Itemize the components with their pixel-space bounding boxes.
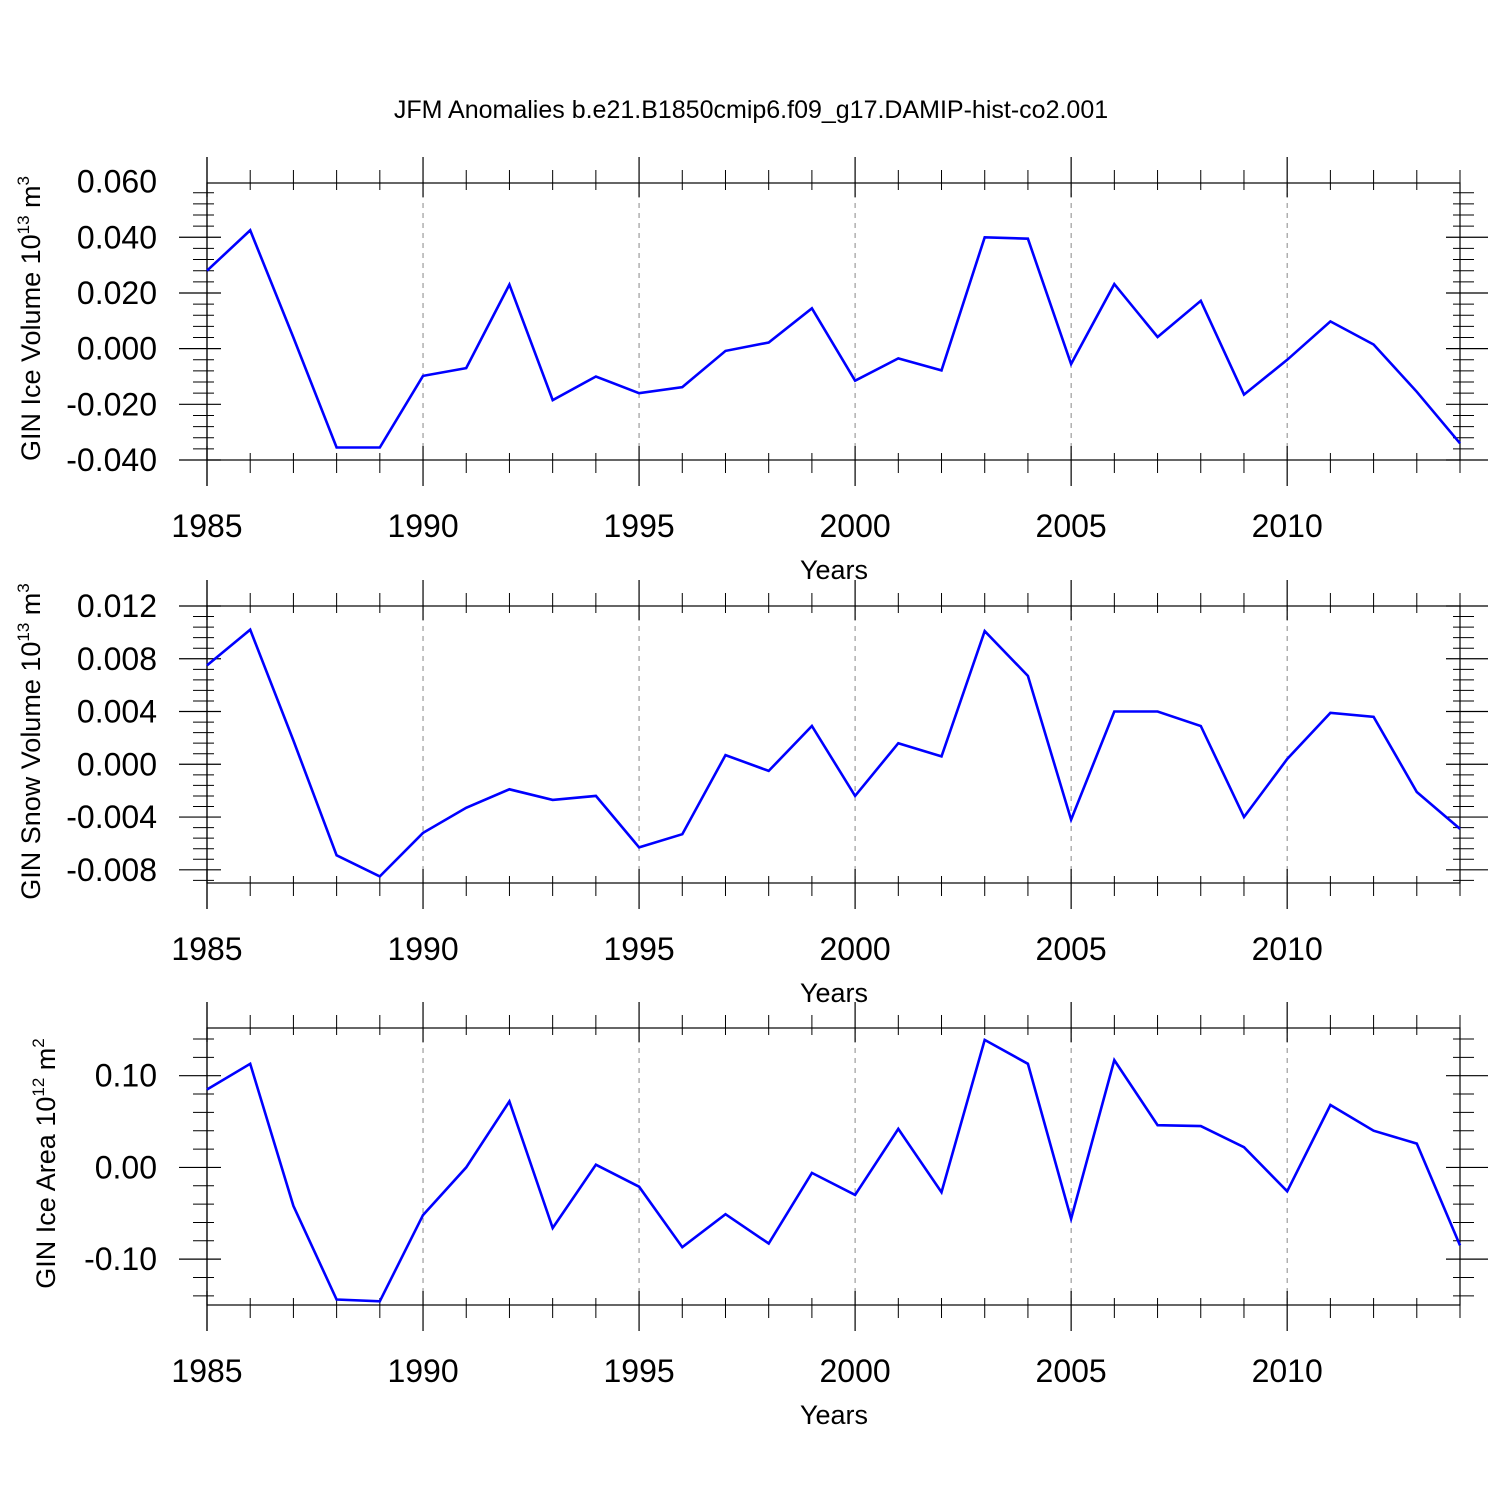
x-tick-label: 1995 [603, 931, 674, 967]
y-tick-label: 0.00 [95, 1149, 157, 1185]
y-axis-title: GIN Ice Area 1012 m2 [29, 1038, 61, 1289]
y-tick-label: -0.004 [66, 799, 157, 835]
plot-frame [206, 1027, 1461, 1306]
x-tick-label: 2010 [1252, 508, 1323, 544]
y-tick-label: 0.10 [95, 1058, 157, 1094]
y-axis-title-text: GIN Ice Area 10 [31, 1097, 61, 1289]
x-axis-title: Years [800, 978, 868, 1008]
x-tick-label: 1985 [171, 1353, 242, 1389]
series-line [206, 1037, 1462, 1303]
plot-frame [206, 182, 1461, 461]
y-tick-label: -0.040 [66, 442, 157, 478]
series-line [206, 627, 1461, 878]
y-axis-title-unit-exponent: 3 [14, 176, 33, 185]
x-tick-label: 1990 [387, 508, 458, 544]
chart-title: JFM Anomalies b.e21.B1850cmip6.f09_g17.D… [394, 96, 1108, 124]
y-tick-label: 0.020 [77, 275, 157, 311]
y-tick-label: 0.000 [77, 331, 157, 367]
y-axis-title-unit: m [16, 185, 46, 215]
y-tick-label: 0.000 [77, 746, 157, 782]
panel-1: 0.060 0.040 0.020 0.000 -0.020 -0.040 1985 1990… [14, 157, 1488, 585]
y-axis-title-unit-exponent: 3 [14, 583, 33, 592]
x-axis-title: Years [800, 1400, 868, 1430]
plot-frame [206, 605, 1461, 884]
panel-2: 0.012 0.008 0.004 0.000 -0.004 -0.008 1985 1990… [14, 580, 1488, 1008]
y-tick-label: 0.008 [77, 641, 157, 677]
y-axis-title-exponent: 13 [14, 215, 33, 234]
x-tick-label: 2005 [1036, 931, 1107, 967]
x-tick-label: 2000 [820, 1353, 891, 1389]
x-tick-label: 2005 [1036, 1353, 1107, 1389]
y-axis-title-unit-exponent: 2 [29, 1038, 48, 1047]
y-axis-title-exponent: 12 [29, 1078, 48, 1097]
x-tick-label: 2000 [820, 931, 891, 967]
panels: 0.060 0.040 0.020 0.000 -0.020 -0.040 1985 1990… [14, 157, 1488, 1430]
y-tick-label: 0.012 [77, 588, 157, 624]
y-axis-title: GIN Ice Volume 1013 m3 [14, 176, 46, 461]
x-tick-label: 1990 [387, 931, 458, 967]
y-tick-label: -0.008 [66, 852, 157, 888]
y-axis-title-unit: m [31, 1048, 61, 1078]
y-tick-label: -0.020 [66, 386, 157, 422]
y-axis-title-unit: m [16, 593, 46, 623]
y-axis-title: GIN Snow Volume 1013 m3 [14, 583, 46, 900]
x-tick-label: 2010 [1252, 1353, 1323, 1389]
y-axis-title-exponent: 13 [14, 623, 33, 642]
x-tick-label: 1985 [171, 508, 242, 544]
y-tick-label: 0.060 [77, 164, 157, 200]
y-tick-label: 0.004 [77, 694, 157, 730]
panel-3: 0.10 0.00 -0.10 1985 1990 1995 2000 2005 2010 Yea… [29, 1002, 1488, 1430]
x-tick-label: 2010 [1252, 931, 1323, 967]
x-axis-title: Years [800, 555, 868, 585]
y-tick-label: 0.040 [77, 219, 157, 255]
series-line [206, 228, 1461, 449]
y-tick-label: -0.10 [84, 1241, 157, 1277]
y-axis-title-text: GIN Snow Volume 10 [16, 642, 46, 900]
x-tick-label: 1990 [387, 1353, 458, 1389]
x-tick-label: 1985 [171, 931, 242, 967]
x-tick-label: 1995 [603, 1353, 674, 1389]
x-tick-label: 2000 [820, 508, 891, 544]
y-axis-title-text: GIN Ice Volume 10 [16, 234, 46, 461]
x-tick-label: 2005 [1036, 508, 1107, 544]
x-tick-label: 1995 [603, 508, 674, 544]
